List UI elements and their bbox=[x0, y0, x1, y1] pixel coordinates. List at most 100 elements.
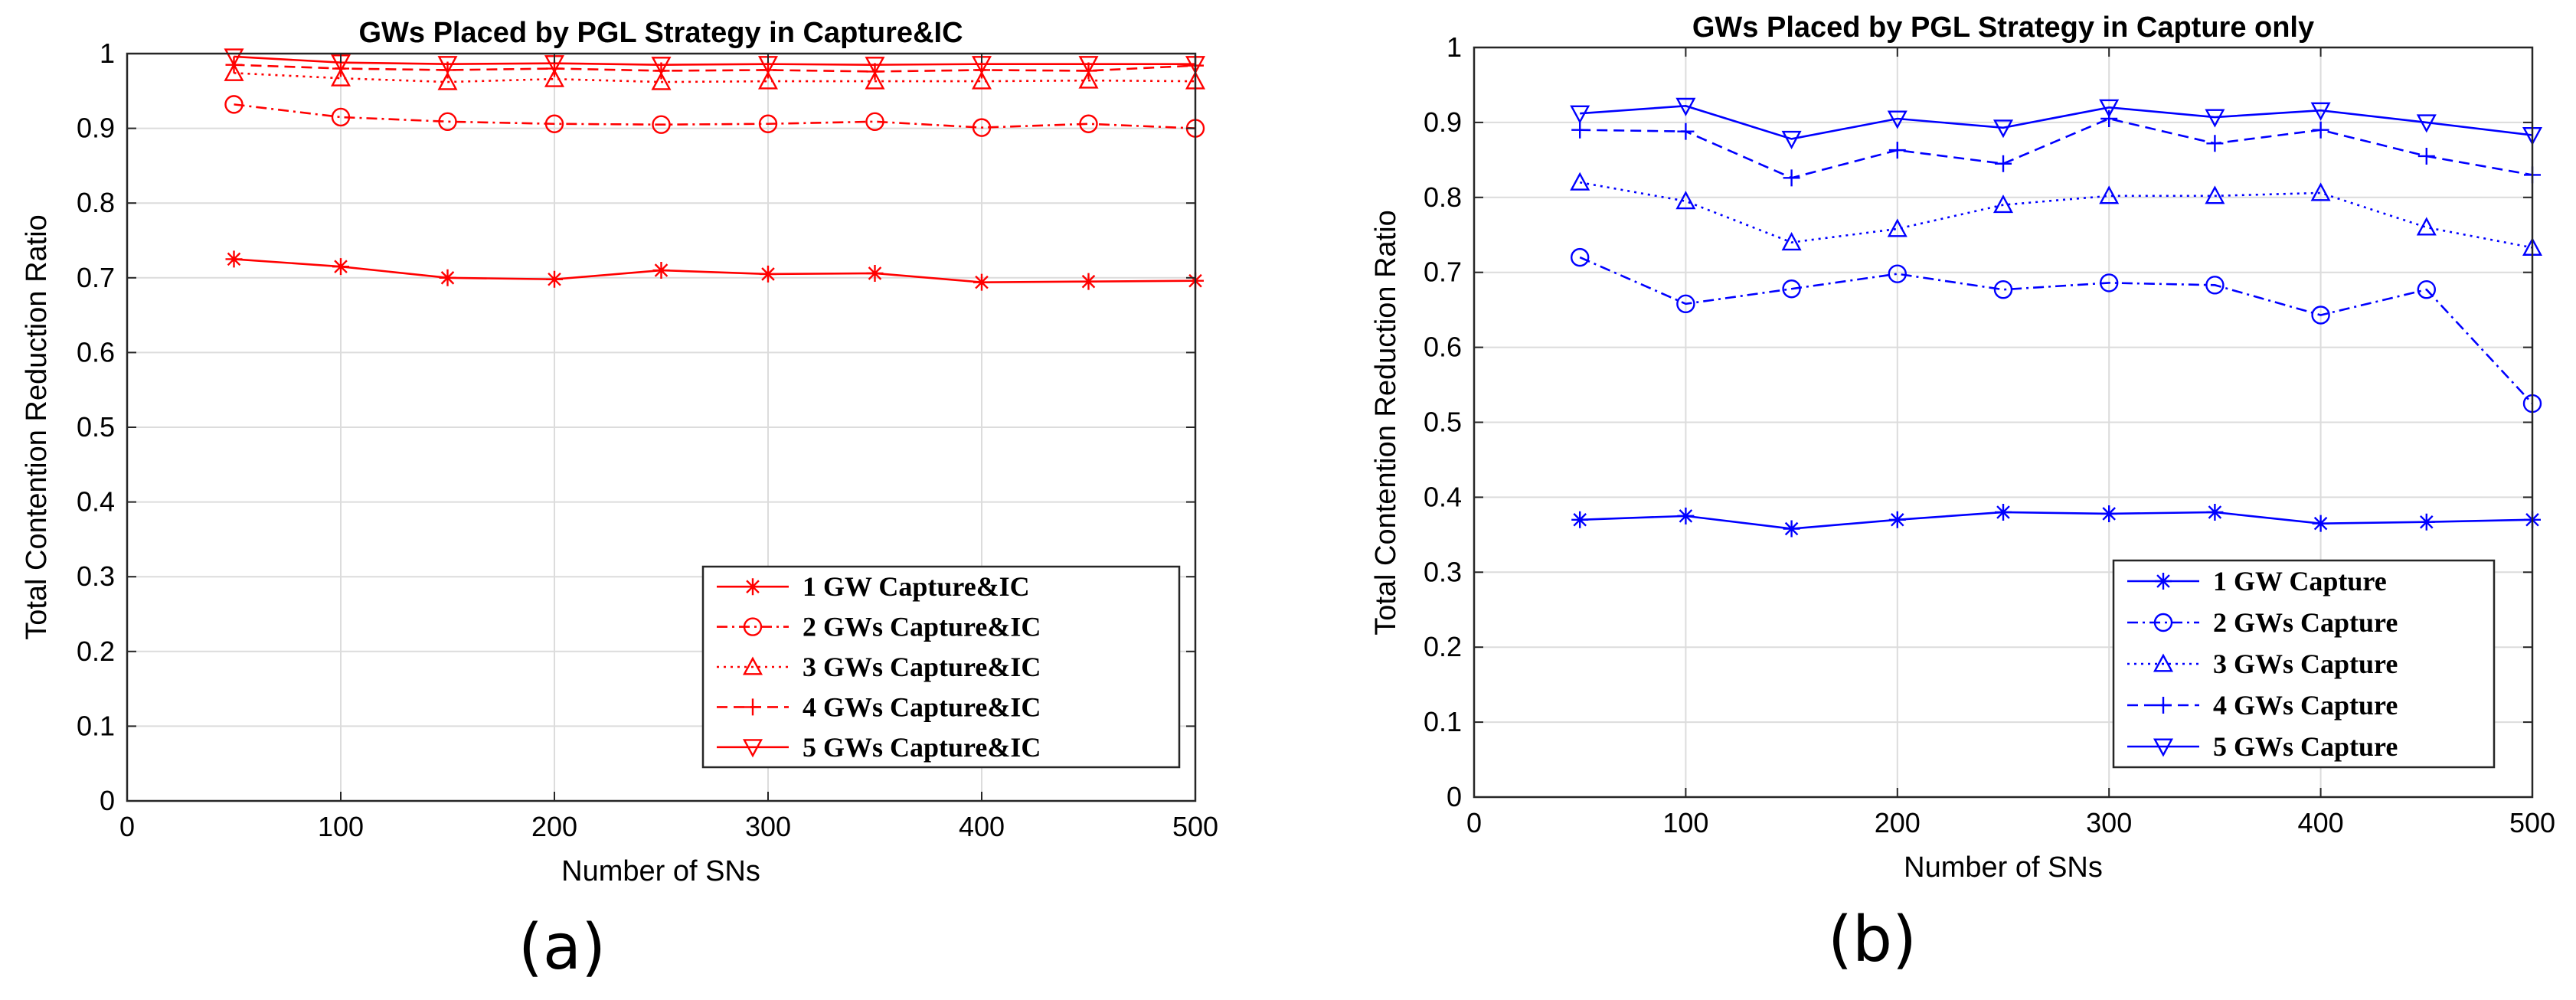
chart-a-ylabel: Total Contention Reduction Ratio bbox=[21, 214, 53, 640]
b-series-3-point-2 bbox=[1675, 191, 1696, 210]
b-ytick-label-10: 1 bbox=[1447, 31, 1462, 63]
b-ytick-label-5: 0.5 bbox=[1424, 407, 1462, 438]
b-legend-label-4: 4 GWs Capture bbox=[2213, 690, 2398, 721]
a-legend-marker-3 bbox=[742, 656, 763, 675]
a-legend-marker-2 bbox=[743, 617, 763, 636]
b-series-3-point-6 bbox=[2099, 185, 2120, 204]
b-series-2-point-5 bbox=[1993, 280, 2013, 299]
b-series-3-point-1 bbox=[1570, 172, 1590, 191]
b-legend-marker-1 bbox=[2155, 573, 2172, 590]
a-series-2-point-1 bbox=[224, 95, 244, 114]
a-xtick-label-0: 0 bbox=[119, 811, 135, 842]
b-legend-marker-3 bbox=[2153, 653, 2174, 672]
a-series-1-point-6 bbox=[760, 265, 776, 283]
b-legend-entry-4: 4 GWs Capture bbox=[2127, 690, 2398, 721]
a-series-3-point-1 bbox=[224, 62, 244, 81]
a-legend-marker-4 bbox=[744, 698, 761, 716]
b-series-4-point-9 bbox=[2417, 147, 2435, 165]
b-series-5-point-5 bbox=[1992, 119, 2014, 139]
b-series-5-point-2 bbox=[1675, 97, 1696, 116]
a-series-2-point-9 bbox=[1079, 114, 1098, 133]
a-series-1-point-9 bbox=[1080, 273, 1097, 290]
b-series-1-point-1 bbox=[1571, 511, 1589, 528]
b-series-4-line bbox=[1580, 117, 2533, 179]
b-series-1-point-6 bbox=[2100, 505, 2118, 522]
chart-b-panel-label: (b) bbox=[1828, 904, 1917, 976]
b-series-5 bbox=[1570, 97, 2543, 149]
b-series-5-point-8 bbox=[2310, 102, 2331, 121]
b-series-4-point-2 bbox=[1677, 123, 1695, 140]
a-series-3-point-8 bbox=[971, 70, 992, 90]
a-series-1-point-2 bbox=[332, 258, 349, 276]
b-legend-marker-2 bbox=[2153, 613, 2173, 632]
a-series-1-point-3 bbox=[439, 269, 456, 286]
chart-b-ticks: 0 100 200 300 400 500 0 0.1 0.2 0.3 0.4 0.5 0.6 0.7 0.… bbox=[1424, 31, 2555, 838]
a-series-1-point-8 bbox=[973, 273, 990, 291]
a-series-2-point-2 bbox=[331, 107, 351, 127]
chart-a-ticks: 0 100 200 300 400 500 0 0.1 0.2 0.3 0.4 0.5 0.6 0.7 0.… bbox=[77, 38, 1218, 842]
b-xtick-label-5: 500 bbox=[2509, 807, 2555, 838]
b-series-2-point-8 bbox=[2311, 306, 2330, 325]
chart-b-title: GWs Placed by PGL Strategy in Capture on… bbox=[1692, 11, 2314, 44]
a-series-3-point-6 bbox=[757, 70, 779, 90]
b-series-3-line bbox=[1579, 181, 2533, 249]
b-series-2-point-3 bbox=[1782, 279, 1801, 299]
b-series-4-point-6 bbox=[2100, 110, 2118, 128]
b-ytick-label-7: 0.7 bbox=[1424, 257, 1462, 288]
a-series-4-line bbox=[234, 64, 1196, 73]
a-legend-label-4: 4 GWs Capture&IC bbox=[803, 691, 1041, 722]
b-series-1-point-8 bbox=[2312, 515, 2329, 532]
b-series-3-point-9 bbox=[2416, 217, 2437, 236]
b-series-3-point-8 bbox=[2310, 182, 2331, 201]
b-series-2-point-7 bbox=[2205, 276, 2225, 295]
a-series-5 bbox=[224, 48, 1206, 76]
b-legend-entry-5: 5 GWs Capture bbox=[2127, 731, 2398, 762]
a-series-2-point-3 bbox=[438, 112, 457, 132]
a-legend-label-2: 2 GWs Capture&IC bbox=[803, 612, 1041, 642]
b-legend-entry-3: 3 GWs Capture bbox=[2127, 649, 2398, 679]
a-legend-entry-4: 4 GWs Capture&IC bbox=[717, 691, 1041, 722]
a-series-2-point-5 bbox=[652, 115, 671, 134]
a-series-1-point-4 bbox=[546, 270, 563, 288]
b-series-2-point-6 bbox=[2099, 273, 2119, 292]
a-legend-label-1: 1 GW Capture&IC bbox=[803, 571, 1030, 602]
b-series-3-point-4 bbox=[1887, 218, 1907, 237]
a-ytick-label-0: 0 bbox=[100, 785, 115, 816]
chart-a-series bbox=[224, 48, 1206, 291]
a-ytick-label-8: 0.8 bbox=[77, 187, 115, 218]
a-series-5-line bbox=[234, 55, 1195, 66]
b-series-3-point-3 bbox=[1781, 232, 1802, 251]
b-ytick-label-9: 0.9 bbox=[1424, 106, 1462, 138]
a-ytick-label-2: 0.2 bbox=[77, 636, 115, 667]
a-series-5-point-9 bbox=[1078, 56, 1099, 75]
a-legend-entry-5: 5 GWs Capture&IC bbox=[717, 732, 1041, 763]
b-series-2-point-2 bbox=[1676, 294, 1695, 314]
a-series-1-point-5 bbox=[652, 262, 670, 279]
b-series-1-point-2 bbox=[1677, 507, 1695, 525]
b-series-2-point-9 bbox=[2417, 280, 2437, 299]
b-legend-label-5: 5 GWs Capture bbox=[2213, 731, 2398, 762]
chart-b: 0 100 200 300 400 500 0 0.1 0.2 0.3 0.4 0.5 0.6 0.7 0.… bbox=[1370, 11, 2555, 976]
a-series-1-line bbox=[234, 258, 1196, 283]
chart-b-xlabel: Number of SNs bbox=[1904, 851, 2103, 884]
a-series-1-point-7 bbox=[866, 264, 884, 282]
b-ytick-label-6: 0.6 bbox=[1424, 332, 1462, 363]
a-legend-box bbox=[701, 565, 1181, 769]
b-xtick-label-0: 0 bbox=[1466, 807, 1482, 838]
b-series-2-point-1 bbox=[1570, 247, 1590, 267]
a-ytick-label-3: 0.3 bbox=[77, 560, 115, 592]
b-series-2-line bbox=[1579, 256, 2533, 404]
a-legend-entry-3: 3 GWs Capture&IC bbox=[717, 652, 1041, 682]
b-legend-marker-4 bbox=[2155, 697, 2172, 714]
a-series-3-point-5 bbox=[651, 71, 672, 90]
a-ytick-label-9: 0.9 bbox=[77, 113, 115, 144]
b-series-1-point-4 bbox=[1888, 511, 1906, 528]
b-legend-entry-2: 2 GWs Capture bbox=[2127, 607, 2398, 638]
a-ytick-label-5: 0.5 bbox=[77, 411, 115, 443]
b-series-5-point-7 bbox=[2205, 109, 2225, 128]
a-series-2-point-4 bbox=[544, 114, 564, 133]
a-ytick-label-4: 0.4 bbox=[77, 486, 115, 518]
a-series-3-point-2 bbox=[330, 67, 351, 87]
a-series-2-point-8 bbox=[972, 118, 992, 137]
b-xtick-label-1: 100 bbox=[1662, 807, 1708, 838]
